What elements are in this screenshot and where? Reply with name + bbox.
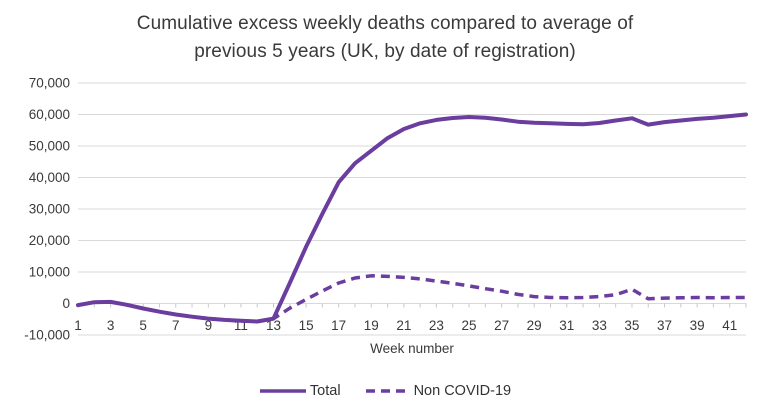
y-tick-label: 20,000 (29, 233, 70, 248)
x-tick-label: 5 (139, 318, 147, 333)
legend: Total Non COVID-19 (0, 383, 770, 399)
x-tick-label: 35 (624, 318, 639, 333)
x-tick-label: 29 (527, 318, 542, 333)
x-tick-label: 7 (172, 318, 180, 333)
plot-area: -10,000 0 10,000 20,000 30,000 40,000 50,000 60… (24, 76, 748, 343)
legend-label-total: Total (309, 383, 341, 399)
y-tick-label: 0 (62, 296, 70, 311)
x-tick-label: 1 (74, 318, 82, 333)
chart-title: Cumulative excess weekly deaths compared… (0, 10, 770, 65)
y-tick-label: 60,000 (29, 107, 70, 122)
series-line-total (76, 112, 748, 324)
x-tick-label: 31 (559, 318, 574, 333)
y-tick-label: -10,000 (24, 328, 70, 343)
x-tick-label: 39 (690, 318, 705, 333)
legend-label-non-covid: Non COVID-19 (413, 383, 512, 399)
x-tick-label: 21 (396, 318, 411, 333)
chart-title-line-1: Cumulative excess weekly deaths compared… (136, 13, 634, 34)
x-tick-label: 41 (722, 318, 737, 333)
legend-item-total: Total (259, 383, 341, 399)
x-tick-label: 19 (364, 318, 379, 333)
x-tick-label: 3 (107, 318, 115, 333)
x-axis-title: Week number (370, 341, 454, 356)
legend-item-non-covid: Non COVID-19 (365, 383, 512, 399)
x-tick-label: 23 (429, 318, 444, 333)
x-tick-label: 13 (266, 318, 281, 333)
y-tick-label: 50,000 (29, 139, 70, 154)
chart-title-line-2: previous 5 years (UK, by date of registr… (194, 40, 576, 62)
y-tick-label: 10,000 (29, 265, 70, 280)
x-tick-label: 27 (494, 318, 509, 333)
x-tick-label: 15 (299, 318, 314, 333)
x-tick-label: 37 (657, 318, 672, 333)
legend-line-dashed-icon (365, 389, 410, 393)
x-tick-label: 33 (592, 318, 607, 333)
y-tick-label: 40,000 (29, 170, 70, 185)
y-tick-label: 30,000 (29, 202, 70, 217)
x-tick-label: 9 (205, 318, 213, 333)
y-tick-label: 70,000 (29, 76, 70, 91)
x-tick-label: 25 (462, 318, 477, 333)
x-tick-label: 17 (331, 318, 346, 333)
legend-line-solid-icon (259, 389, 306, 393)
